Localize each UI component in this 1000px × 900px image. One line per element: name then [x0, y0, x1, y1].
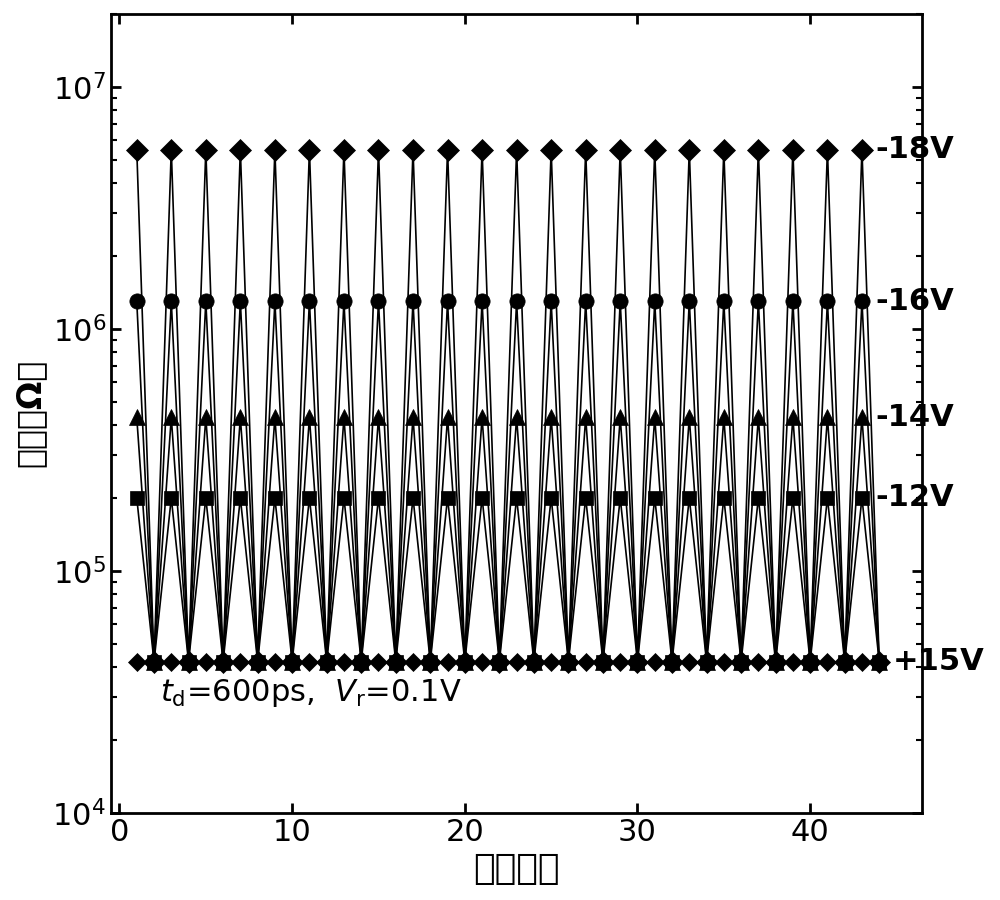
Text: -12V: -12V [876, 483, 954, 512]
X-axis label: 脉冲次数: 脉冲次数 [473, 852, 560, 886]
Text: -18V: -18V [876, 135, 955, 164]
Text: -14V: -14V [876, 403, 955, 432]
Y-axis label: 电阵（Ω）: 电阵（Ω） [14, 359, 47, 467]
Text: -16V: -16V [876, 286, 955, 316]
Text: $\it{t}_{\rm d}$=600ps,  $\it{V}_{\rm r}$=0.1V: $\it{t}_{\rm d}$=600ps, $\it{V}_{\rm r}$… [160, 677, 461, 709]
Text: +15V: +15V [893, 647, 985, 677]
